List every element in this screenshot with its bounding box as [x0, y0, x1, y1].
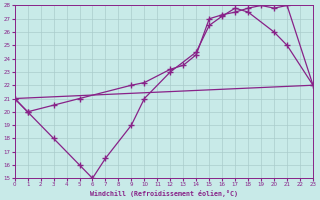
X-axis label: Windchill (Refroidissement éolien,°C): Windchill (Refroidissement éolien,°C) — [90, 190, 238, 197]
